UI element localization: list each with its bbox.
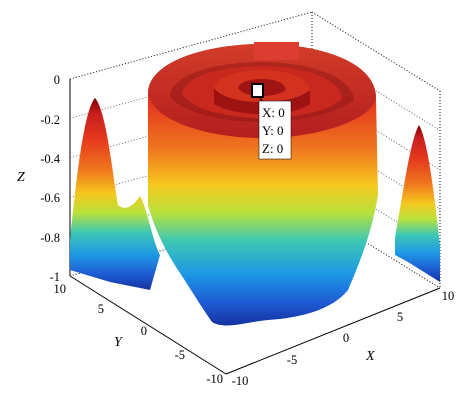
x-tick-label: 5	[397, 310, 403, 324]
z-gridline-right	[311, 51, 441, 131]
data-tip-box	[258, 100, 292, 160]
x-tick-label: -10	[232, 374, 249, 388]
x-axis-line	[225, 287, 441, 375]
right-ripple-wave	[395, 125, 440, 282]
y-axis-line	[69, 275, 227, 375]
z-gridline-right	[311, 11, 441, 92]
data-tip-marker[interactable]	[251, 83, 264, 98]
z-axis-title: Z	[17, 170, 25, 185]
z-tick-label: -0.4	[40, 152, 61, 166]
x-axis-title: X	[365, 349, 375, 364]
x-tick-labels: -10 -5 0 5 10	[232, 289, 455, 388]
y-tick-label: 10	[54, 282, 67, 296]
z-gridline-right	[311, 169, 441, 249]
x-tick-label: -5	[287, 353, 297, 367]
y-tick-label: 0	[141, 324, 147, 338]
y-tick-label: -10	[206, 372, 223, 386]
data-tip[interactable]: X: 0 Y: 0 Z: 0	[251, 83, 292, 160]
y-tick-labels: 10 5 0 -5 -10	[54, 282, 224, 386]
data-tip-x: X: 0	[262, 105, 285, 120]
z-tick-label: -0.8	[40, 231, 60, 245]
z-tick-label: 0	[54, 73, 60, 87]
z-gridline-right	[311, 208, 441, 289]
y-tick-label: -5	[175, 348, 185, 362]
data-tip-y: Y: 0	[262, 123, 284, 138]
center-spike	[254, 42, 299, 60]
y-tick-label: 5	[98, 302, 104, 316]
z-tick-labels: 0 -0.2 -0.4 -0.6 -0.8 -1	[40, 73, 61, 284]
z-tick-label: -1	[50, 270, 60, 284]
y-axis-title: Y	[114, 335, 124, 350]
z-tick-label: -0.2	[40, 113, 60, 127]
data-tip-z: Z: 0	[262, 141, 283, 156]
x-tick-label: 10	[442, 289, 455, 303]
x-tick-label: 0	[343, 331, 349, 345]
left-ripple-wave	[70, 98, 160, 290]
z-tick-label: -0.6	[40, 191, 60, 205]
